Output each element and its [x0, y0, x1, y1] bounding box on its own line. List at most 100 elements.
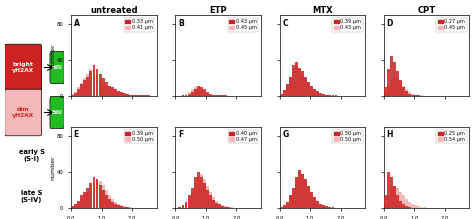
- Bar: [408, 207, 411, 208]
- Bar: [132, 95, 135, 96]
- Bar: [411, 95, 414, 96]
- Bar: [141, 95, 144, 96]
- Bar: [304, 78, 307, 96]
- Legend: 0.25 μm, 0.54 μm: 0.25 μm, 0.54 μm: [437, 130, 467, 143]
- Text: B: B: [178, 19, 183, 28]
- Bar: [203, 179, 206, 208]
- Bar: [405, 89, 408, 96]
- Bar: [111, 202, 114, 208]
- Bar: [289, 195, 292, 208]
- Bar: [206, 185, 209, 208]
- Bar: [221, 206, 224, 208]
- Bar: [402, 195, 405, 208]
- Bar: [111, 199, 114, 208]
- Bar: [71, 206, 74, 208]
- Bar: [215, 203, 218, 208]
- Bar: [74, 205, 77, 208]
- Bar: [74, 93, 77, 96]
- Bar: [390, 56, 393, 96]
- Bar: [418, 95, 420, 96]
- Text: EdU: EdU: [52, 65, 63, 70]
- FancyBboxPatch shape: [50, 51, 64, 84]
- Bar: [408, 94, 411, 96]
- Bar: [319, 94, 322, 96]
- Bar: [80, 83, 83, 96]
- Bar: [286, 84, 289, 96]
- Bar: [194, 183, 197, 208]
- Bar: [313, 197, 316, 208]
- Bar: [212, 200, 215, 208]
- Bar: [390, 80, 393, 96]
- Bar: [292, 67, 295, 96]
- Bar: [90, 188, 92, 208]
- Bar: [384, 92, 387, 96]
- Bar: [313, 89, 316, 96]
- Bar: [209, 94, 212, 96]
- Bar: [114, 91, 117, 96]
- Bar: [90, 183, 92, 208]
- Bar: [304, 179, 307, 208]
- Bar: [326, 95, 328, 96]
- Bar: [286, 202, 289, 208]
- Bar: [126, 207, 129, 208]
- Bar: [200, 177, 203, 208]
- Bar: [393, 62, 396, 96]
- Bar: [393, 76, 396, 96]
- Legend: 0.50 μm, 0.50 μm: 0.50 μm, 0.50 μm: [332, 130, 363, 143]
- Bar: [132, 95, 135, 96]
- Bar: [102, 83, 105, 96]
- Bar: [393, 185, 396, 208]
- Bar: [224, 95, 227, 96]
- Bar: [396, 188, 399, 208]
- Bar: [123, 207, 126, 208]
- Bar: [319, 203, 322, 208]
- Legend: 0.43 μm, 0.45 μm: 0.43 μm, 0.45 μm: [228, 18, 258, 32]
- Bar: [384, 87, 387, 96]
- Bar: [280, 207, 283, 208]
- Bar: [331, 95, 335, 96]
- Bar: [221, 95, 224, 96]
- Bar: [326, 95, 328, 96]
- Bar: [197, 176, 200, 208]
- Bar: [203, 89, 206, 96]
- Legend: 0.40 μm, 0.47 μm: 0.40 μm, 0.47 μm: [228, 130, 258, 143]
- Bar: [326, 206, 328, 208]
- Bar: [298, 67, 301, 96]
- Bar: [83, 80, 86, 96]
- Bar: [283, 90, 286, 96]
- Bar: [218, 95, 221, 96]
- Bar: [83, 195, 86, 208]
- Bar: [129, 207, 132, 208]
- Text: late S
(S-IV): late S (S-IV): [21, 190, 42, 203]
- Bar: [212, 197, 215, 208]
- Bar: [99, 78, 101, 96]
- Bar: [96, 69, 99, 96]
- FancyBboxPatch shape: [5, 89, 42, 136]
- FancyBboxPatch shape: [5, 44, 42, 91]
- Bar: [120, 206, 123, 208]
- Bar: [117, 205, 120, 208]
- Bar: [120, 93, 123, 96]
- Bar: [408, 92, 411, 96]
- Text: D: D: [386, 19, 393, 28]
- Text: EdU: EdU: [52, 110, 63, 115]
- Bar: [289, 76, 292, 96]
- Bar: [77, 89, 80, 96]
- Bar: [322, 205, 325, 208]
- Bar: [218, 203, 221, 208]
- Bar: [408, 202, 411, 208]
- Bar: [200, 90, 203, 96]
- Bar: [326, 206, 328, 208]
- Bar: [209, 192, 212, 208]
- Bar: [86, 76, 89, 96]
- Bar: [322, 205, 325, 208]
- Bar: [111, 87, 114, 96]
- Bar: [77, 202, 80, 208]
- Bar: [402, 85, 405, 96]
- Bar: [328, 207, 331, 208]
- Bar: [86, 192, 89, 208]
- Bar: [138, 95, 141, 96]
- Bar: [298, 69, 301, 96]
- Bar: [111, 89, 114, 96]
- Bar: [328, 95, 331, 96]
